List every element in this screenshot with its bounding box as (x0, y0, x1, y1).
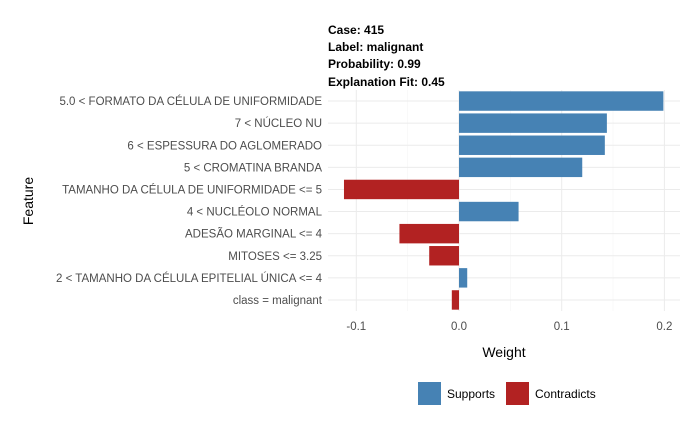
x-tick-label-1: 0.0 (451, 321, 467, 333)
bar-1 (459, 113, 607, 133)
legend: Supports Contradicts (418, 382, 596, 405)
legend-swatch-supports (418, 382, 441, 405)
feature-label-9: class = malignant (233, 295, 323, 307)
bar-9 (451, 290, 459, 310)
bar-4 (343, 179, 459, 200)
feature-label-8: 2 < TAMANHO DA CÉLULA EPITELIAL ÚNICA <=… (56, 272, 323, 285)
feature-label-7: MITOSES <= 3.25 (228, 251, 322, 263)
bar-8 (459, 268, 468, 288)
x-tick-label-2: 0.1 (554, 321, 570, 333)
feature-label-1: 7 < NÚCLEO NU (235, 117, 322, 130)
case-label: Case: 415 (328, 23, 384, 37)
feature-label-3: 5 < CROMATINA BRANDA (184, 162, 322, 174)
chart-header: Case: 415 Label: malignant Probability: … (328, 23, 445, 89)
y-axis-title: Feature (20, 177, 36, 225)
explanation-fit-label: Explanation Fit: 0.45 (328, 75, 445, 89)
label-label: Label: malignant (328, 40, 423, 54)
feature-label-5: 4 < NUCLÉOLO NORMAL (187, 206, 323, 219)
bar-7 (429, 246, 459, 266)
feature-label-6: ADESÃO MARGINAL <= 4 (185, 228, 323, 241)
bar-0 (459, 91, 664, 111)
bars (343, 91, 664, 310)
x-tick-label-0: -0.1 (346, 321, 366, 333)
legend-swatch-contradicts (506, 382, 529, 405)
feature-label-2: 6 < ESPESSURA DO AGLOMERADO (127, 140, 322, 152)
legend-label-contradicts: Contradicts (535, 387, 596, 401)
feature-labels: 5.0 < FORMATO DA CÉLULA DE UNIFORMIDADE 7… (56, 95, 323, 307)
feature-label-0: 5.0 < FORMATO DA CÉLULA DE UNIFORMIDADE (59, 95, 322, 108)
x-tick-label-3: 0.2 (656, 321, 672, 333)
bar-5 (459, 201, 519, 222)
bar-6 (399, 223, 459, 244)
legend-label-supports: Supports (447, 387, 495, 401)
bar-3 (459, 157, 583, 178)
bar-2 (459, 135, 605, 155)
probability-label: Probability: 0.99 (328, 57, 421, 71)
x-axis-title: Weight (482, 344, 525, 360)
feature-label-4: TAMANHO DA CÉLULA DE UNIFORMIDADE <= 5 (62, 183, 322, 196)
x-tick-labels: -0.1 0.0 0.1 0.2 (346, 321, 672, 333)
